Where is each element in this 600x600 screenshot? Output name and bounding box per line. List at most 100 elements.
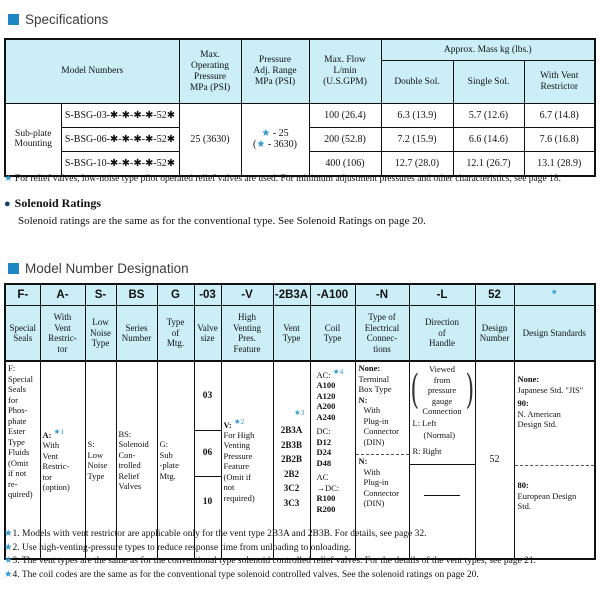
adj-range-open-paren: ( (253, 139, 257, 151)
valve-size-10: 10 (202, 496, 213, 507)
col-approx-mass: Approx. Mass kg (lbs.) (380, 38, 596, 61)
handle-viewed-note: ( Viewed from pressure gauge Connection … (410, 364, 474, 417)
code-A100: -A100 (309, 283, 356, 306)
col-double-sol: Double Sol. (380, 60, 454, 104)
col-model-numbers: Model Numbers (4, 38, 180, 104)
standards-text: European Design Std. (517, 490, 577, 512)
footnote-number: 1. (12, 529, 20, 539)
dash-icon (424, 495, 460, 496)
footnote-number: 4. (12, 569, 20, 580)
col-pressure-adj-range: Pressure Adj. Range MPa (PSI) (240, 38, 310, 104)
handle-left-option: L: Left (412, 417, 437, 428)
mounting-cell: Sub-plate Mounting (4, 103, 62, 176)
footnote-number: 2. (12, 542, 20, 553)
label-special-seals: Special Seals (4, 305, 41, 362)
adj-range-line2: (★ - 3630) (244, 139, 307, 150)
mass-double-cell: 12.7 (28.0) (380, 151, 454, 176)
coil-code: A240 (316, 411, 336, 422)
solenoid-ratings-section: ● Solenoid Ratings Solenoid ratings are t… (4, 194, 426, 227)
footnote-text: The coil codes are the same as for the c… (21, 569, 479, 580)
code-G: G (156, 283, 195, 306)
label-series-number: Series Number (115, 305, 158, 362)
col-max-operating-pressure: Max. Operating Pressure MPa (PSI) (178, 38, 242, 104)
model-number-cell: S-BSG-06-✱-✱-✱-✱-52✱ (60, 127, 180, 152)
star-icon: ★ (4, 556, 13, 566)
coil-ac-head: AC: ★4 (313, 367, 353, 380)
model-number-designation-table: F- A- S- BS G -03 -V -2B3A -A100 -N -L 5… (4, 283, 596, 560)
body-electrical-connections: None: Terminal Box Type N: With Plug-in … (354, 360, 410, 560)
label-direction-of-handle: Direction of Handle (408, 305, 476, 362)
left-paren-icon: ( (410, 367, 419, 414)
coil-code: A100 (316, 380, 336, 391)
mass-single-cell: 12.1 (26.7) (452, 151, 525, 176)
body-direction-of-handle: ( Viewed from pressure gauge Connection … (408, 360, 476, 560)
footnote-text: Models with vent restrictor are applicab… (22, 529, 427, 539)
high-venting-head: V: ★2 (224, 417, 271, 430)
code-F: F- (4, 283, 41, 306)
coil-code: R100 (316, 493, 336, 504)
star-icon: ★ (4, 529, 13, 539)
elec-top-section: None: Terminal Box Type N: With Plug-in … (356, 362, 408, 455)
elec-option-text: With Plug-in Connector (DIN) (363, 405, 399, 447)
coil-dc-label: DC: (316, 426, 331, 437)
vent-code: 3C2 (283, 483, 300, 494)
flow-cell: 400 (106) (308, 151, 382, 176)
star-icon: ★ (4, 542, 13, 553)
body-design-number: 52 (474, 360, 515, 560)
code-L: -L (408, 283, 476, 306)
model-number-cell: S-BSG-03-✱-✱-✱-✱-52✱ (60, 103, 180, 128)
mass-vent-cell: 13.1 (28.9) (523, 151, 596, 176)
standards-top-section: None: Japanese Std. "JIS" 90: N. America… (515, 362, 594, 466)
footnote-line: ★2. Use high-venting-pressure types to r… (4, 542, 596, 556)
vent-code: 2B2B (280, 454, 302, 465)
coil-code: A200 (316, 401, 336, 412)
coil-ac-label: AC: (316, 369, 331, 380)
body-series-number: BS: Solenoid Con- trolled Relief Valves (115, 360, 158, 560)
section-square-icon (8, 263, 19, 274)
handle-viewed-text: Viewed from pressure gauge Connection (422, 364, 462, 416)
footnote-marker: ★3 (294, 407, 305, 417)
footnote-line: ★3. The vent types are the same as for t… (4, 555, 596, 569)
adj-range-line2-text: - 3630) (265, 139, 297, 151)
model-number-designation-label: Model Number Designation (25, 261, 189, 276)
code-N: -N (354, 283, 410, 306)
code-V: -V (220, 283, 274, 306)
coil-code: D24 (316, 447, 332, 458)
col-single-sol: Single Sol. (452, 60, 525, 104)
label-electrical-connections: Type of Electrical Connec- tions (354, 305, 410, 362)
label-coil-type: Coil Type (309, 305, 356, 362)
body-design-standards: None: Japanese Std. "JIS" 90: N. America… (513, 360, 596, 560)
bullet-icon: ● (4, 198, 11, 210)
table-row: Sub-plate Mounting S-BSG-03-✱-✱-✱-✱-52✱ … (4, 103, 596, 176)
spec-footnote: ★ For relief valves, low-noise type pilo… (4, 173, 596, 187)
specifications-table: Model Numbers Max. Operating Pressure MP… (4, 38, 597, 177)
mnd-label-row: Special Seals With Vent Restric- tor Low… (4, 305, 596, 362)
coil-acdc-label2: →DC: (316, 482, 340, 493)
body-vent-type: ★3 2B3A 2B3B 2B2B 2B2 3C2 3C3 (272, 360, 311, 560)
standards-text: Japanese Std. "JIS" (517, 384, 584, 395)
code-52: 52 (474, 283, 515, 306)
standards-bottom-section: 80: European Design Std. (515, 466, 594, 551)
code-03: -03 (193, 283, 222, 306)
standards-code: None: (517, 374, 540, 384)
handle-top-section: ( Viewed from pressure gauge Connection … (410, 364, 474, 465)
body-type-of-mtg: G: Sub -plate Mtg. (156, 360, 195, 560)
coil-code: D12 (316, 436, 332, 447)
adj-range-line1-text: - 25 (270, 128, 289, 140)
vent-code: 2B2 (283, 468, 299, 479)
elec-option-code: N: (358, 456, 368, 466)
vent-code: 3C3 (283, 497, 300, 508)
high-venting-code: V: (223, 419, 232, 430)
elec-option-text: With Plug-in Connector (DIN) (363, 466, 399, 509)
standards-text: N. American Design Std. (517, 408, 561, 430)
code-2B3A: -2B3A (272, 283, 311, 306)
max-pressure-cell: 25 (3630) (178, 103, 242, 176)
footnote-marker: ★2 (233, 416, 245, 426)
handle-right-option: R: Right (412, 445, 442, 456)
adj-range-cell: ★ - 25 (★ - 3630) (240, 103, 310, 176)
spec-footnote-text: For relief valves, low-noise type pilot … (14, 174, 561, 184)
col-with-vent-restrictor: With Vent Restrictor (523, 60, 596, 104)
vent-type-note: ★3 (276, 408, 308, 421)
high-venting-text: For High Venting Pressure Feature (Omit … (223, 429, 255, 503)
star-icon: ★ (256, 139, 266, 151)
